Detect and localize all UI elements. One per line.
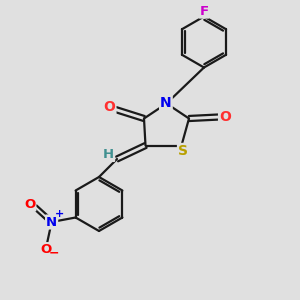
Text: S: S	[178, 144, 188, 158]
Text: O: O	[103, 100, 116, 113]
Text: N: N	[46, 215, 57, 229]
Text: +: +	[55, 208, 64, 219]
Text: O: O	[219, 110, 231, 124]
Text: O: O	[24, 197, 35, 211]
Text: F: F	[200, 4, 208, 18]
Text: O: O	[40, 243, 51, 256]
Text: H: H	[103, 148, 114, 161]
Text: N: N	[160, 96, 172, 110]
Text: −: −	[49, 246, 59, 259]
